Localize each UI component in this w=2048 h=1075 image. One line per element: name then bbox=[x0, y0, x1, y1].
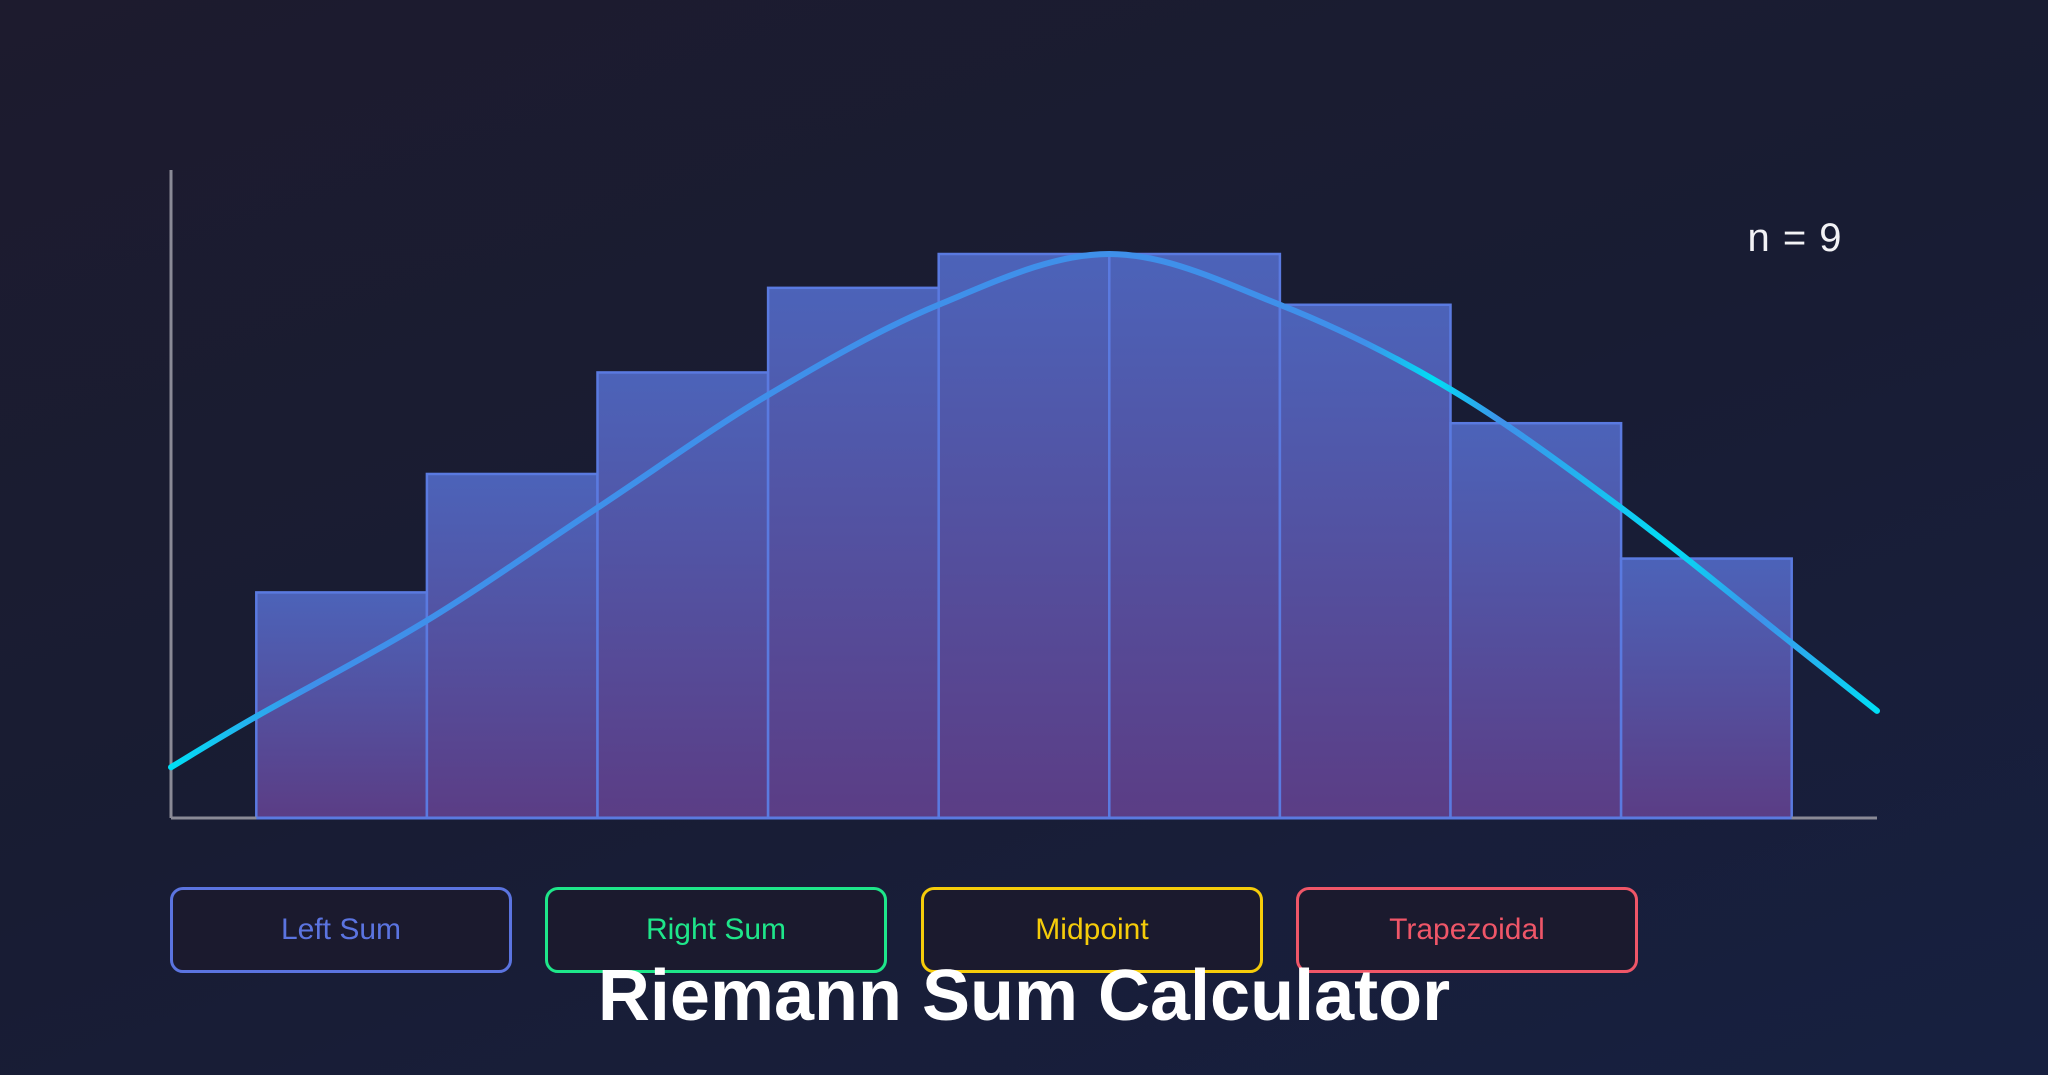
riemann-bar bbox=[766, 286, 940, 820]
page-title: Riemann Sum Calculator bbox=[597, 956, 1451, 1036]
left-sum-button[interactable]: Left Sum bbox=[170, 887, 512, 973]
riemann-bar bbox=[1108, 252, 1282, 820]
trapezoidal-button[interactable]: Trapezoidal bbox=[1296, 887, 1638, 973]
n-count-label: n = 9 bbox=[1747, 216, 1843, 260]
riemann-bar bbox=[1619, 557, 1793, 820]
right-sum-button[interactable]: Right Sum bbox=[545, 887, 887, 973]
riemann-bar bbox=[425, 472, 599, 820]
riemann-bar bbox=[937, 252, 1111, 820]
riemann-bar bbox=[596, 371, 770, 820]
riemann-bar bbox=[1449, 421, 1623, 820]
bars-group bbox=[255, 252, 1793, 820]
midpoint-button[interactable]: Midpoint bbox=[921, 887, 1263, 973]
riemann-bar bbox=[255, 591, 429, 820]
function-curve bbox=[168, 250, 1880, 771]
riemann-bar bbox=[1278, 303, 1452, 820]
